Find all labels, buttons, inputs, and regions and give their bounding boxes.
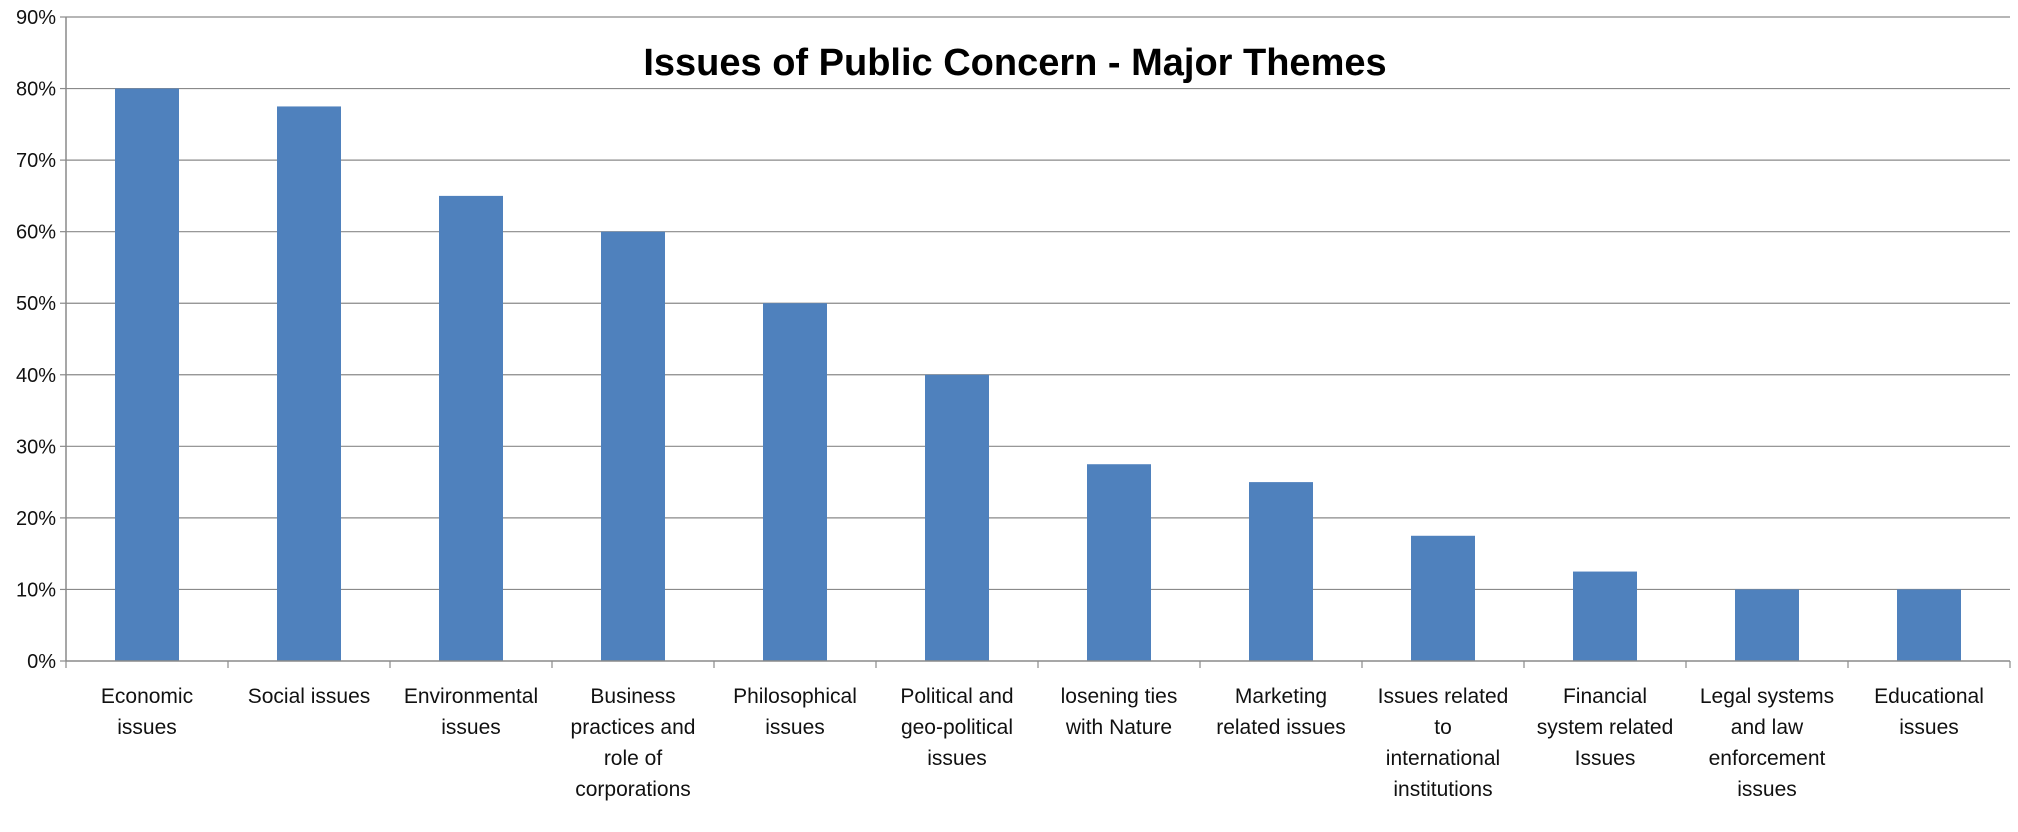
x-category-label: Marketing related issues (1216, 685, 1346, 739)
x-category-label-line: losening ties (1061, 685, 1178, 708)
x-category-label-line: Philosophical (733, 685, 857, 708)
bar (439, 195, 503, 661)
x-category-label-line: corporations (575, 778, 691, 801)
bar (1411, 535, 1475, 661)
bar (115, 88, 179, 662)
y-tick-label: 20% (16, 508, 56, 530)
x-category-label-line: geo-political (901, 716, 1013, 739)
x-category-label-line: enforcement (1709, 747, 1826, 770)
x-category-label-line: issues (441, 716, 501, 739)
y-tick-label: 70% (16, 150, 56, 172)
y-tick-label: 40% (16, 365, 56, 387)
x-category-label-line: Environmental (404, 685, 538, 708)
bar (277, 106, 341, 661)
y-tick-label: 10% (16, 579, 56, 601)
x-category-label: Philosophical issues (733, 685, 857, 739)
bar (1087, 464, 1151, 661)
x-category-label-line: Issues related (1378, 685, 1509, 708)
bars (115, 88, 1961, 662)
x-category-label-line: and law (1731, 716, 1804, 739)
x-category-label: Educational issues (1874, 685, 1984, 739)
x-category-label-line: Legal systems (1700, 685, 1834, 708)
bar (601, 231, 665, 661)
bar (1249, 482, 1313, 661)
x-category-label-line: issues (117, 716, 177, 739)
x-category-label: Legal systems and law enforcement issues (1700, 685, 1834, 801)
x-category-label-line: role of (604, 747, 663, 770)
x-category-labels: Economic issues Social issues Environmental… (101, 685, 1984, 801)
x-category-label-line: Educational (1874, 685, 1984, 708)
x-category-label-line: Economic (101, 685, 193, 708)
x-category-label-line: institutions (1393, 778, 1492, 801)
x-category-label: Economic issues (101, 685, 193, 739)
axes (60, 16, 2011, 668)
x-category-label: Environmental issues (404, 685, 538, 739)
bar (1897, 589, 1961, 661)
bar (925, 374, 989, 661)
y-tick-label: 50% (16, 293, 56, 315)
x-category-label-line: Financial (1563, 685, 1647, 708)
x-category-label-line: practices and (571, 716, 696, 739)
x-category-label-line: Business (590, 685, 675, 708)
x-category-label-line: with Nature (1065, 716, 1172, 739)
bar (763, 303, 827, 661)
bar (1573, 571, 1637, 661)
x-category-label-line: issues (927, 747, 987, 770)
x-category-label: Issues related to international institution… (1378, 685, 1509, 801)
y-tick-labels: 0% 10% 20% 30% 40% 50% 60% 70% 80% 90% (16, 7, 56, 673)
gridlines (66, 16, 2010, 591)
x-category-label: Political and geo-political issues (900, 685, 1013, 770)
x-category-label-line: Issues (1575, 747, 1636, 770)
y-tick-label: 80% (16, 79, 56, 101)
x-category-label: Business practices and role of corporations (571, 685, 696, 801)
y-tick-label: 30% (16, 436, 56, 458)
x-category-label-line: issues (1737, 778, 1797, 801)
y-tick-label: 0% (27, 651, 56, 673)
x-category-label-line: issues (1899, 716, 1959, 739)
x-category-label: losening ties with Nature (1061, 685, 1178, 739)
x-category-label: Financial system related Issues (1537, 685, 1674, 770)
y-tick-label: 90% (16, 7, 56, 29)
chart-title: Issues of Public Concern - Major Themes (643, 42, 1386, 84)
bar (1735, 589, 1799, 661)
y-tick-label: 60% (16, 222, 56, 244)
x-category-label-line: Social issues (248, 685, 371, 708)
x-category-label-line: Political and (900, 685, 1013, 708)
x-category-label-line: system related (1537, 716, 1674, 739)
x-category-label-line: Marketing (1235, 685, 1327, 708)
x-category-label-line: related issues (1216, 716, 1346, 739)
x-category-label: Social issues (248, 685, 371, 708)
x-category-label-line: international (1386, 747, 1500, 770)
x-category-label-line: to (1434, 716, 1452, 739)
x-category-label-line: issues (765, 716, 825, 739)
